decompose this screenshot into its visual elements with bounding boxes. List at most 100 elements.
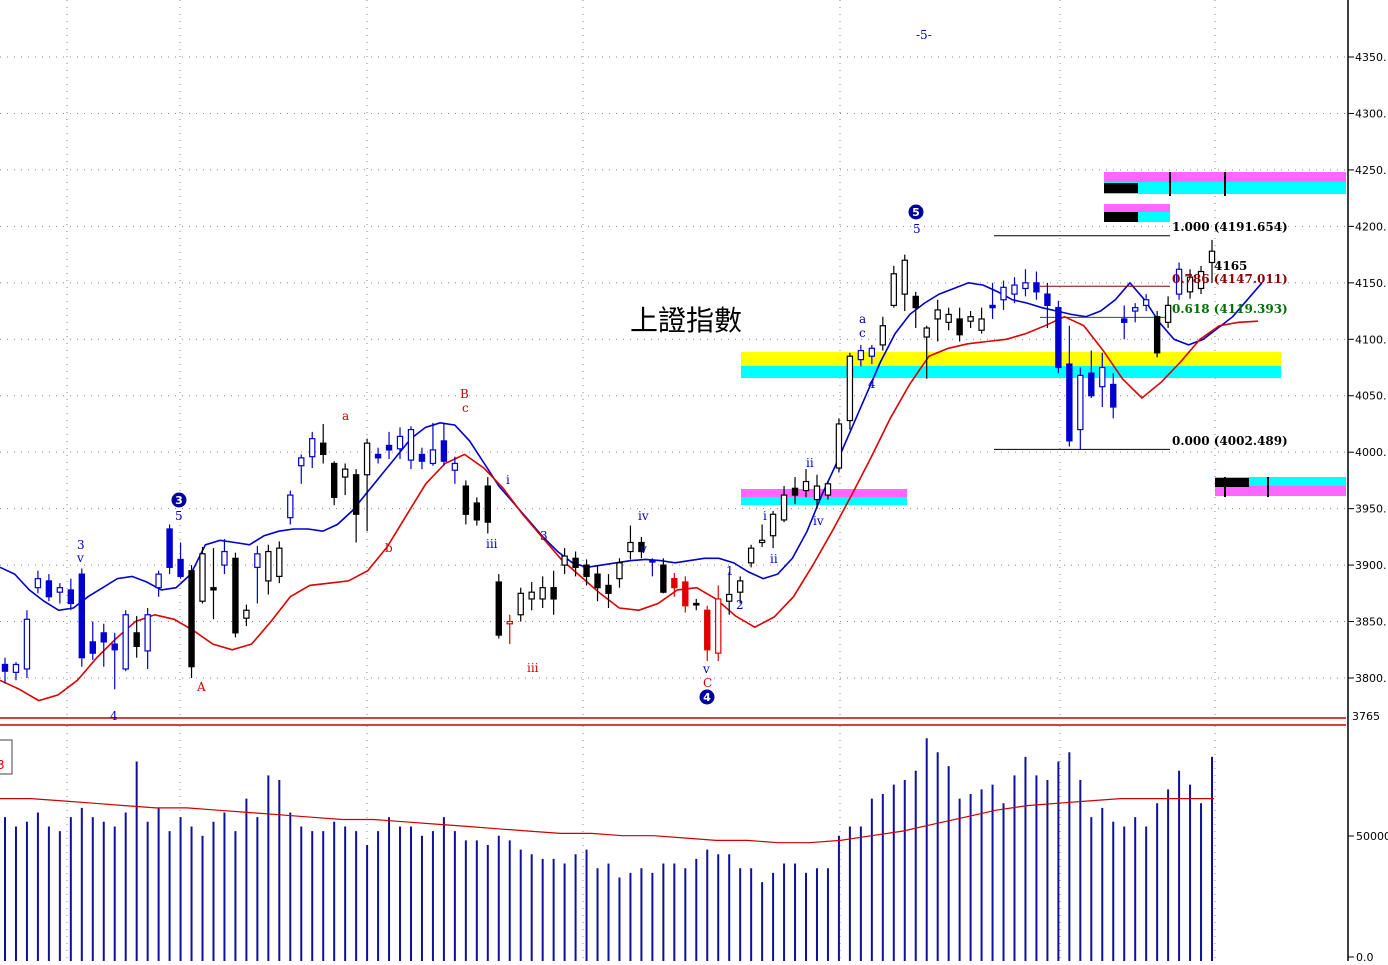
candle-body xyxy=(715,598,722,654)
wave-label-blue: 4 xyxy=(110,709,118,723)
candle-body xyxy=(1000,286,1007,301)
wave-label-blue: 5 xyxy=(913,222,921,236)
candle-body xyxy=(890,273,897,307)
candle-body xyxy=(605,584,612,594)
wave-circle-marker xyxy=(171,492,187,508)
wave-circle-marker xyxy=(908,204,924,220)
candle-body xyxy=(923,327,930,338)
axis-tick-label: 4000. xyxy=(1355,446,1387,459)
candle-body xyxy=(506,620,513,625)
wave-label-red: B xyxy=(460,387,469,401)
candle-body xyxy=(912,295,919,309)
wave-label-red: a xyxy=(342,409,349,423)
candle-body xyxy=(111,643,118,651)
candle-body xyxy=(287,494,294,519)
candle-body xyxy=(1,663,9,672)
candle-body xyxy=(649,559,656,563)
candle-body xyxy=(1110,383,1117,408)
candle-body xyxy=(1208,250,1216,264)
candle-body xyxy=(144,614,151,652)
wave-label-blue: c xyxy=(859,326,866,340)
axis-tick-label: 4150. xyxy=(1355,277,1387,290)
zone-magenta-left xyxy=(741,489,907,497)
zone-magenta-right xyxy=(1215,486,1346,496)
axis-tick-label: 4100. xyxy=(1355,333,1387,346)
candle-body xyxy=(616,562,623,580)
candle-body xyxy=(594,573,601,589)
candle-body xyxy=(188,570,195,668)
candle-body xyxy=(440,440,448,462)
price-axis: 4350. 4300. 4250. 4200. 4150. 4100. 4050. 4000.… xyxy=(1347,0,1388,964)
candle-body xyxy=(309,438,316,458)
candle-body xyxy=(1044,293,1051,307)
candle-body xyxy=(802,480,810,492)
fib-label-000: 0.000 (4002.489) xyxy=(1172,434,1288,448)
candle-body xyxy=(374,453,382,459)
fib-label-0786: 0.786 (4147.011) xyxy=(1172,272,1288,286)
wave-label-blue: v xyxy=(76,551,84,565)
candle-body xyxy=(133,632,140,647)
wave-circle-label: 3 xyxy=(175,494,183,507)
wave-circle-marker xyxy=(699,689,715,705)
zone-cyan xyxy=(741,366,1281,378)
wave-label-blue: 5 xyxy=(175,509,183,523)
axis-tick-label: 4200. xyxy=(1355,220,1387,233)
candle-body xyxy=(1164,304,1172,323)
wave-label-top: -5- xyxy=(916,28,932,42)
candle-body xyxy=(846,355,854,422)
wave-label-red: c xyxy=(462,401,469,415)
candle-body xyxy=(34,578,42,589)
candle-body xyxy=(473,502,481,521)
candle-body xyxy=(901,259,908,295)
candle-body xyxy=(23,618,31,670)
wave-label-blue: 3 xyxy=(77,538,85,552)
candle-body xyxy=(1175,268,1183,295)
candle-body xyxy=(693,602,700,606)
candle-body xyxy=(320,442,327,456)
candle-body xyxy=(352,474,360,515)
candle-body xyxy=(671,578,678,589)
wave-label-red: C xyxy=(703,676,712,690)
price-label-4165: 4165 xyxy=(1214,259,1247,273)
candle-body xyxy=(243,609,250,619)
volume-axis-label: 0.0 xyxy=(1356,951,1374,961)
wave-label-blue: i xyxy=(506,473,510,487)
axis-tick-label: 4250. xyxy=(1355,164,1387,177)
wave-label-blue: iii xyxy=(486,537,498,551)
candle-body xyxy=(1022,282,1029,290)
candle-body xyxy=(989,304,996,309)
wave-label-red: iii xyxy=(527,661,539,675)
candle-body xyxy=(89,641,96,654)
zone-cyan-left xyxy=(741,497,907,505)
wave-label-blue: 4 xyxy=(868,377,876,391)
chart-title: 上證指數 xyxy=(630,304,742,337)
candle-body xyxy=(462,485,470,515)
candle-body xyxy=(945,313,952,323)
candle-body xyxy=(1142,299,1150,307)
wave-label-red: b xyxy=(385,541,393,555)
candle-body xyxy=(539,587,546,600)
candle-body xyxy=(561,555,568,566)
axis-tick-label: 4300. xyxy=(1355,107,1387,120)
candle-body xyxy=(298,457,305,467)
candle-body xyxy=(484,485,492,523)
zones xyxy=(741,172,1346,505)
candle-body xyxy=(583,564,590,577)
wave-label-blue: i xyxy=(763,509,767,523)
candle-body xyxy=(978,318,985,331)
candle-body xyxy=(341,468,349,478)
candle-body xyxy=(67,589,75,605)
grid xyxy=(0,0,1346,961)
wave-label-blue: a xyxy=(859,312,866,326)
candle-body xyxy=(1153,316,1161,354)
candle-body xyxy=(769,513,777,537)
zone-black-mid xyxy=(1104,212,1138,222)
wave-label-blue: v xyxy=(639,542,647,556)
zone-black-right xyxy=(1215,478,1249,487)
wave-label-blue: 3 xyxy=(540,529,548,543)
candle-body xyxy=(330,462,338,498)
candle-body xyxy=(451,462,459,471)
candle-body xyxy=(396,435,404,450)
candle-body xyxy=(572,557,579,568)
axis-bottom-label: 3765 xyxy=(1352,710,1380,723)
